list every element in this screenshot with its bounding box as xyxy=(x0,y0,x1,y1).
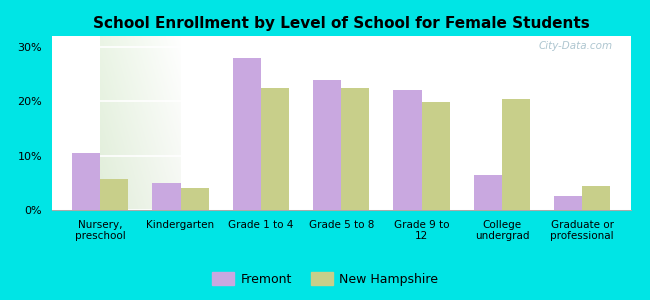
Bar xyxy=(233,58,261,210)
Bar xyxy=(261,88,289,210)
Bar xyxy=(72,153,100,210)
Legend: Fremont, New Hampshire: Fremont, New Hampshire xyxy=(207,267,443,291)
Text: City-Data.com: City-Data.com xyxy=(539,41,613,51)
Bar xyxy=(422,102,450,210)
Title: School Enrollment by Level of School for Female Students: School Enrollment by Level of School for… xyxy=(93,16,590,31)
Bar xyxy=(474,175,502,210)
Bar xyxy=(502,98,530,210)
Bar xyxy=(393,90,422,210)
Bar xyxy=(582,185,610,210)
Bar xyxy=(100,179,128,210)
Bar xyxy=(313,80,341,210)
Bar xyxy=(181,188,209,210)
Bar xyxy=(153,183,181,210)
Bar xyxy=(554,196,582,210)
Bar xyxy=(341,88,369,210)
